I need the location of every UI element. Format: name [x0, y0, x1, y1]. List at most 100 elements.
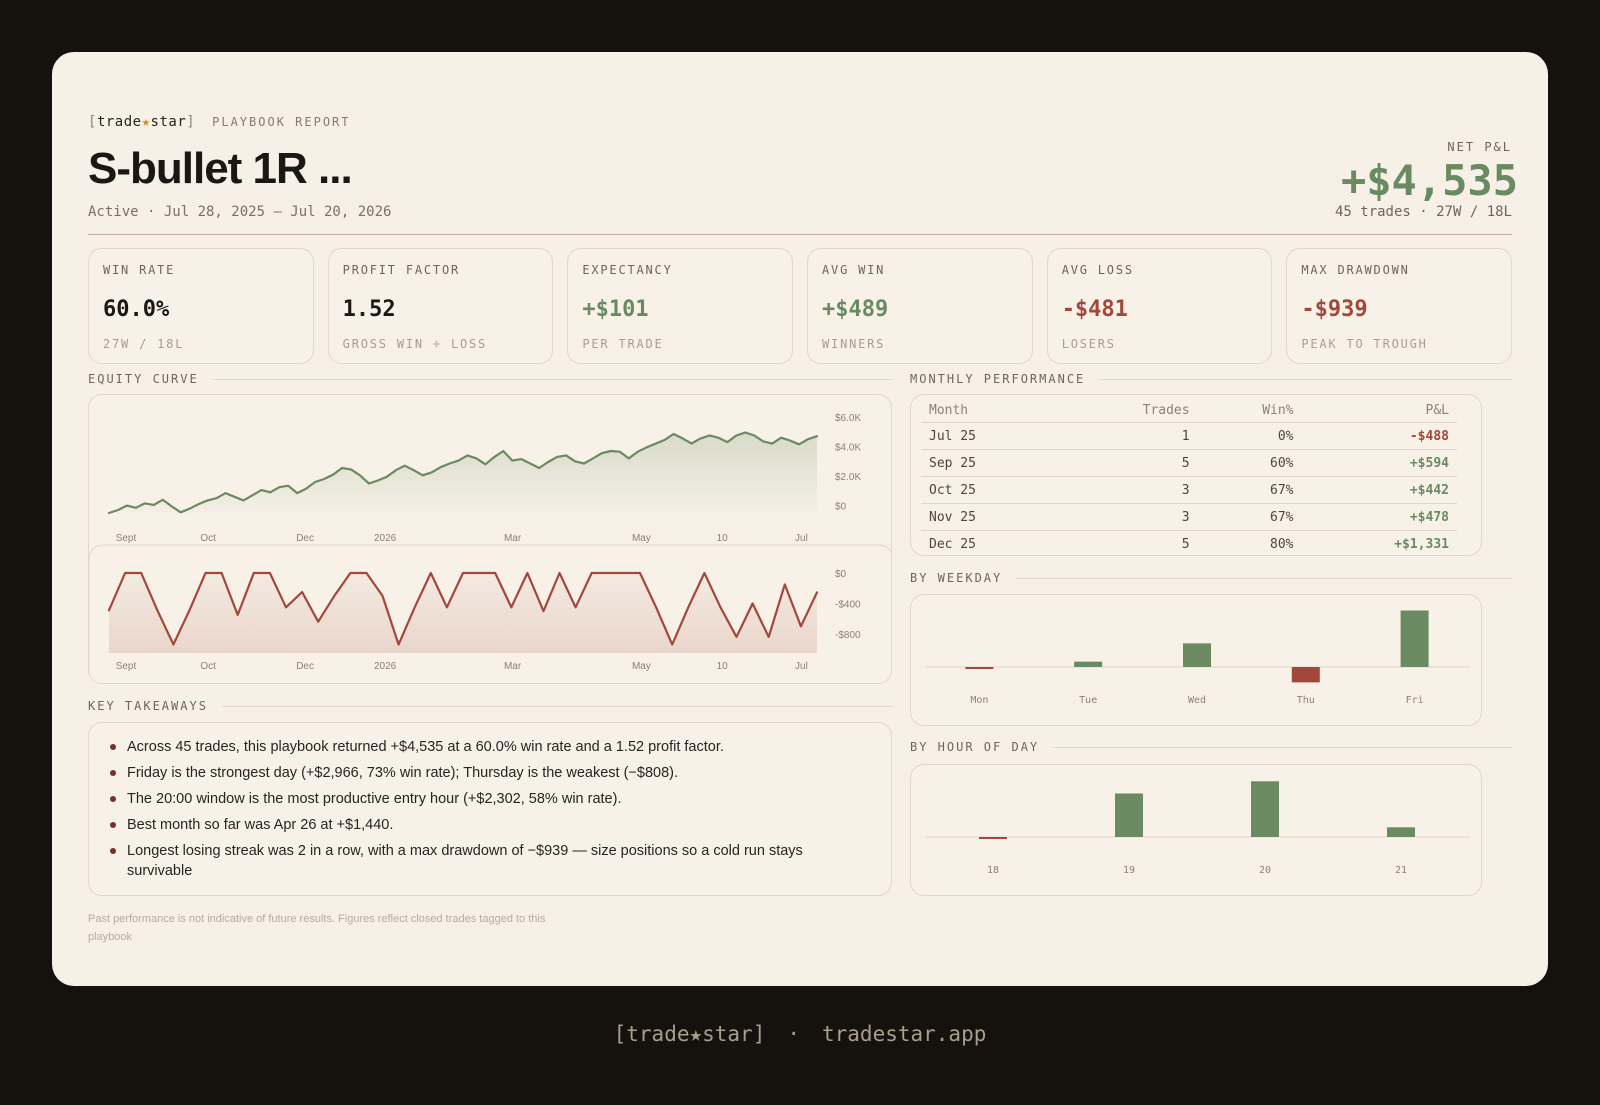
table-row: Dec 25 5 80% +$1,331 — [921, 530, 1457, 555]
x-tick-label: Dec — [296, 533, 314, 544]
list-item: The 20:00 window is the most productive … — [107, 789, 871, 809]
table-row: Nov 25 3 67% +$478 — [921, 503, 1457, 531]
cell-month: Sep 25 — [921, 449, 1060, 477]
bar-19 — [1115, 793, 1143, 837]
equity-chart: $6.0K $4.0K $2.0K $0 Sept Oct Dec 2026 Mar May 10 J… — [89, 413, 891, 683]
list-item: Across 45 trades, this playbook returned… — [107, 737, 871, 757]
disclaimer: Past performance is not indicative of fu… — [88, 913, 546, 943]
y-tick-label: $0 — [835, 502, 847, 513]
report-card: [trade★star] PLAYBOOK REPORT S-bullet 1R… — [52, 52, 1548, 986]
metric-label: EXPECTANCY — [582, 263, 673, 277]
net-pnl-summary: 45 trades · 27W / 18L — [1334, 204, 1512, 220]
x-tick-label: May — [632, 533, 651, 544]
monthly-section-title: MONTHLY PERFORMANCE — [910, 372, 1086, 386]
hour-chart: 18 19 20 21 — [925, 781, 1469, 876]
x-tick-label: Dec — [296, 661, 314, 672]
x-tick-label: 19 — [1123, 865, 1135, 876]
hour-section-heading: BY HOUR OF DAY — [910, 740, 1512, 754]
cell-pnl: +$1,331 — [1301, 530, 1457, 555]
y-tick-label: -$800 — [835, 630, 861, 641]
x-tick-label: 2026 — [374, 661, 397, 672]
bar-mon — [965, 667, 994, 669]
x-tick-label: 2026 — [374, 533, 397, 544]
weekday-chart: Mon Tue Wed Thu Fri — [925, 610, 1469, 706]
bar-tue — [1074, 661, 1103, 667]
drawdown-chart: $0 -$400 -$800 Sept Oct Dec 2026 Mar May 10 Jul — [107, 569, 861, 672]
cell-win: 80% — [1197, 530, 1302, 555]
footer-url[interactable]: tradestar.app — [822, 1022, 987, 1046]
list-item: Longest losing streak was 2 in a row, wi… — [107, 841, 871, 881]
x-tick-label: Oct — [200, 533, 216, 544]
metric-label: PROFIT FACTOR — [342, 263, 460, 277]
section-rule — [1016, 577, 1512, 579]
metric-avg-loss: AVG LOSS -$481 LOSERS — [1046, 248, 1273, 364]
weekday-section-title: BY WEEKDAY — [910, 571, 1003, 585]
cell-win: 0% — [1197, 422, 1302, 450]
column-header-pnl: P&L — [1301, 397, 1457, 423]
y-tick-label: $2.0K — [835, 472, 861, 483]
x-tick-label: Wed — [1188, 695, 1206, 706]
equity-area — [109, 432, 817, 513]
metric-avg-win: AVG WIN +$489 WINNERS — [807, 248, 1033, 364]
x-tick-label: Thu — [1297, 695, 1315, 706]
hour-section-title: BY HOUR OF DAY — [910, 740, 1040, 754]
drawdown-line — [107, 571, 819, 646]
page-title: S-bullet 1R ... — [88, 144, 353, 193]
x-tick-label: Jul — [795, 533, 808, 544]
drawdown-area — [109, 573, 817, 653]
column-header-trades: Trades — [1059, 397, 1198, 423]
metric-note: PER TRADE — [582, 337, 664, 351]
star-icon: ★ — [141, 114, 151, 130]
metric-value: +$489 — [822, 297, 889, 322]
metric-win-rate: WIN RATE 60.0% 27W / 18L — [88, 248, 314, 364]
metric-label: WIN RATE — [103, 263, 176, 277]
x-tick-label: 21 — [1395, 865, 1407, 876]
weekday-panel: Mon Tue Wed Thu Fri — [910, 594, 1482, 726]
x-tick-label: Fri — [1406, 695, 1424, 706]
cell-trades: 3 — [1059, 503, 1198, 531]
cell-month: Jul 25 — [921, 422, 1060, 450]
section-rule — [212, 378, 892, 380]
cell-trades: 5 — [1059, 449, 1198, 477]
bar-wed — [1183, 643, 1211, 667]
x-tick-label: 18 — [987, 865, 999, 876]
x-tick-label: Mar — [504, 661, 522, 672]
cell-month: Nov 25 — [921, 503, 1060, 531]
metric-label: AVG LOSS — [1061, 263, 1134, 277]
bar-20 — [1251, 781, 1279, 837]
cell-win: 67% — [1197, 503, 1302, 531]
bar-18 — [979, 837, 1007, 839]
weekday-section-heading: BY WEEKDAY — [910, 571, 1512, 585]
net-pnl-value: +$4,535 — [1340, 156, 1518, 205]
takeaways-section-heading: KEY TAKEAWAYS — [88, 699, 892, 713]
metric-note: 27W / 18L — [103, 337, 185, 351]
metric-note: LOSERS — [1061, 337, 1116, 351]
net-pnl-label: NET P&L — [1447, 140, 1512, 154]
section-rule — [1099, 378, 1512, 380]
bar-thu — [1291, 667, 1320, 683]
page-subtitle: Active · Jul 28, 2025 – Jul 20, 2026 — [88, 204, 392, 220]
equity-section-heading: EQUITY CURVE — [88, 372, 892, 386]
metric-expectancy: EXPECTANCY +$101 PER TRADE — [567, 248, 794, 364]
footer: [trade★star] · tradestar.app — [0, 1022, 1600, 1046]
footer-separator: · — [787, 1022, 800, 1046]
metric-label: MAX DRAWDOWN — [1301, 263, 1410, 277]
cell-trades: 3 — [1059, 476, 1198, 504]
monthly-table: Month Trades Win% P&L Jul 25 1 0% -$488 … — [921, 397, 1457, 555]
cell-trades: 1 — [1059, 422, 1198, 450]
cell-month: Dec 25 — [921, 530, 1060, 555]
metric-max-drawdown: MAX DRAWDOWN -$939 PEAK TO TROUGH — [1286, 248, 1513, 364]
x-tick-label: May — [632, 661, 651, 672]
takeaways-list: Across 45 trades, this playbook returned… — [89, 723, 891, 881]
takeaways-panel: Across 45 trades, this playbook returned… — [88, 722, 892, 896]
x-tick-label: Sept — [116, 533, 137, 544]
table-header-row: Month Trades Win% P&L — [921, 397, 1457, 423]
equity-section-title: EQUITY CURVE — [88, 372, 199, 386]
metric-value: 1.52 — [342, 297, 396, 322]
y-tick-label: $0 — [835, 569, 847, 580]
bar-21 — [1387, 827, 1415, 837]
list-item: Best month so far was Apr 26 at +$1,440. — [107, 815, 871, 835]
cell-pnl: +$478 — [1301, 503, 1457, 531]
x-tick-label: 10 — [717, 533, 729, 544]
cell-trades: 5 — [1059, 530, 1198, 555]
